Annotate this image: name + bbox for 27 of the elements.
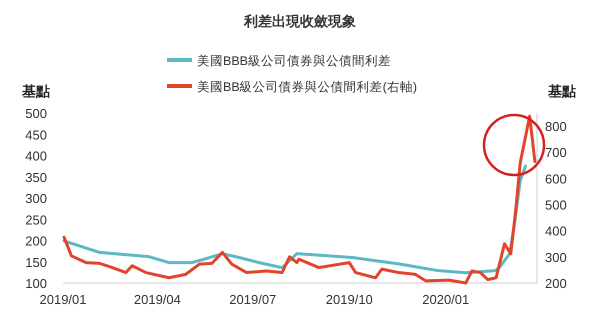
legend-label: 美國BB級公司債券與公債間利差(右軸)	[197, 79, 417, 94]
y-tick-label: 250	[25, 212, 47, 228]
y-tick-label: 450	[25, 127, 47, 142]
y2-axis-title: 基點	[547, 83, 576, 99]
y-tick-label: 300	[25, 191, 47, 206]
x-tick-label: 2019/07	[229, 292, 276, 307]
y2-tick-label: 500	[545, 198, 567, 213]
y-axis-title: 基點	[21, 83, 50, 99]
legend-label: 美國BBB級公司債券與公債間利差	[197, 53, 392, 68]
y-tick-label: 400	[25, 148, 47, 164]
y-tick-label: 500	[25, 106, 47, 121]
x-tick-label: 2020/01	[422, 292, 470, 307]
y2-tick-label: 200	[545, 276, 567, 291]
y-tick-label: 200	[25, 234, 47, 248]
line-series	[62, 114, 536, 284]
y2-tick-label: 400	[545, 224, 567, 239]
x-tick-label: 2019/04	[134, 292, 181, 307]
y-tick-label: 100	[25, 276, 47, 291]
y2-tick-label: 700	[545, 145, 567, 160]
x-tick-label: 2019/10	[326, 292, 373, 307]
y-tick-label: 350	[25, 170, 47, 185]
y2-tick-label: 600	[545, 171, 567, 186]
y-tick-label: 150	[25, 254, 47, 270]
chart-title: 利差出現收斂現象	[243, 13, 356, 29]
x-tick-label: 2019/01	[40, 292, 86, 307]
y2-tick-label: 800	[545, 119, 567, 134]
y2-tick-label: 300	[545, 250, 567, 265]
